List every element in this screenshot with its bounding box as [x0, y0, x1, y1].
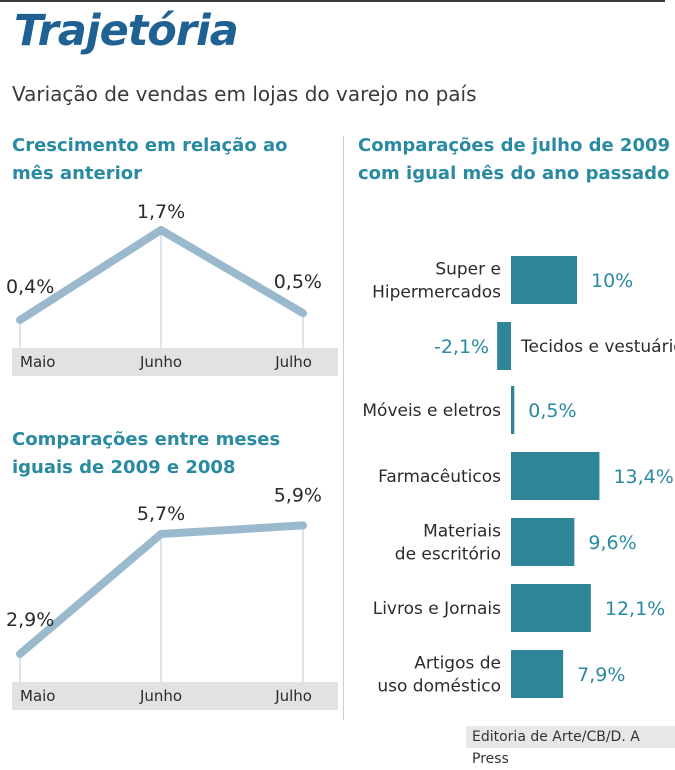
bar — [511, 584, 591, 632]
x-axis-band — [12, 348, 338, 376]
bar-value-label: 9,6% — [588, 532, 636, 554]
bar — [497, 322, 511, 370]
bar — [511, 518, 575, 566]
x-tick-label: Maio — [20, 687, 55, 705]
chart2-title: Comparações entre meses iguais de 2009 e… — [12, 429, 281, 478]
bar — [511, 256, 577, 304]
page-title: Trajetória — [14, 6, 239, 56]
chart3-title: Comparações de julho de 2009 com igual m… — [358, 135, 671, 184]
x-tick-label: Maio — [20, 353, 55, 371]
x-tick-label: Julho — [274, 353, 312, 371]
top-rule — [0, 0, 665, 2]
bar-value-label: 0,5% — [528, 400, 576, 422]
line-chart-monthly-growth: 0,4% 1,7% 0,5% Maio Junho Julho — [6, 201, 338, 376]
x-tick-label: Junho — [139, 353, 182, 371]
category-label: Farmacêuticos — [378, 467, 501, 487]
data-label: 5,9% — [274, 484, 322, 506]
category-label: Hipermercados — [372, 283, 501, 303]
data-label: 0,5% — [274, 271, 322, 293]
column-divider — [343, 136, 344, 720]
bar — [511, 452, 600, 500]
page-subtitle: Variação de vendas em lojas do varejo no… — [12, 82, 477, 106]
bar-value-label: -2,1% — [434, 336, 489, 358]
category-label: Tecidos e vestuário — [520, 337, 675, 357]
x-axis-band — [12, 682, 338, 710]
bar — [511, 386, 515, 434]
category-label: uso doméstico — [377, 677, 501, 697]
category-label: Artigos de — [414, 654, 501, 674]
bar-value-label: 12,1% — [605, 598, 665, 620]
bar — [511, 650, 564, 698]
data-label: 0,4% — [6, 276, 54, 298]
x-tick-label: Junho — [139, 687, 182, 705]
category-label: Super e — [435, 260, 501, 280]
line-chart-year-over-year: 2,9% 5,7% 5,9% Maio Junho Julho — [6, 484, 338, 710]
bar-chart-categories: 10% Super e Hipermercados -2,1% Tecidos e ve… — [362, 256, 675, 698]
data-label: 2,9% — [6, 609, 54, 631]
series-line — [16, 226, 307, 324]
data-label: 5,7% — [137, 503, 185, 525]
source-credit: Editoria de Arte/CB/D. A Press — [466, 726, 675, 767]
category-label: Livros e Jornais — [373, 599, 501, 619]
chart1-title: Crescimento em relação ao mês anterior — [12, 135, 288, 184]
bar-value-label: 13,4% — [613, 466, 673, 488]
data-label: 1,7% — [137, 201, 185, 223]
series-line — [16, 521, 307, 658]
bar-value-label: 10% — [591, 270, 633, 292]
category-label: Materiais — [423, 522, 501, 542]
x-tick-label: Julho — [274, 687, 312, 705]
bar-value-label: 7,9% — [577, 664, 625, 686]
category-label: Móveis e eletros — [362, 401, 501, 421]
category-label: de escritório — [395, 545, 501, 565]
